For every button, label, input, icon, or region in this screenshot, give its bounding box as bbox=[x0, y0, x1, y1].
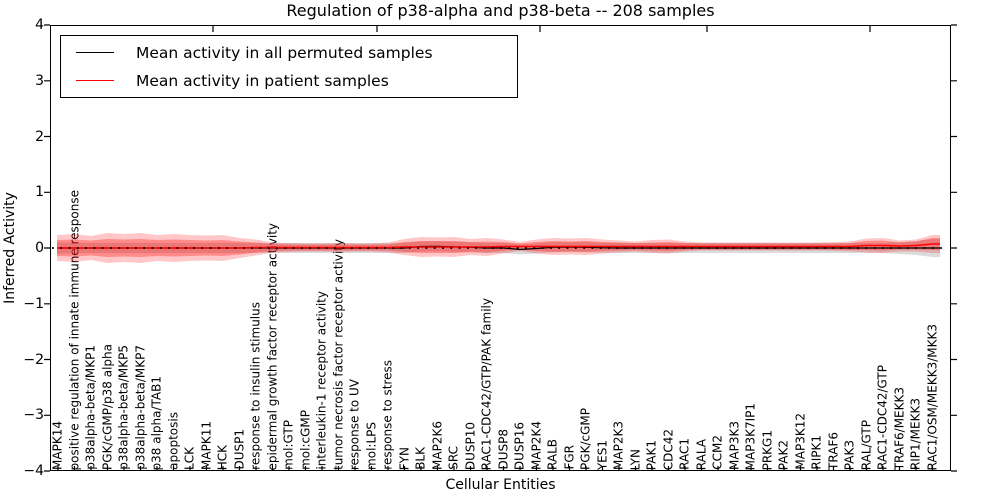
y-tick-label: 2 bbox=[35, 128, 44, 145]
plot-area bbox=[50, 25, 951, 471]
y-tick-label: 1 bbox=[35, 184, 44, 201]
y-tick-label: −1 bbox=[23, 295, 44, 312]
y-tick-label: 4 bbox=[35, 17, 44, 33]
y-tick-label: −4 bbox=[23, 463, 44, 479]
legend-label: Mean activity in all permuted samples bbox=[136, 43, 433, 62]
legend-item-permuted: Mean activity in all permuted samples bbox=[61, 42, 517, 64]
y-tick-label: −2 bbox=[23, 351, 44, 368]
legend-line-black bbox=[76, 52, 114, 53]
y-tick-label: −3 bbox=[23, 407, 44, 424]
y-tick-label: 0 bbox=[35, 240, 44, 256]
y-tick-label: 3 bbox=[35, 72, 44, 89]
legend-item-patient: Mean activity in patient samples bbox=[61, 70, 517, 92]
legend: Mean activity in all permuted samples Me… bbox=[60, 35, 518, 98]
legend-line-red bbox=[76, 80, 114, 81]
plot-title: Regulation of p38-alpha and p38-beta -- … bbox=[286, 1, 715, 20]
x-axis-label: Cellular Entities bbox=[445, 477, 556, 493]
legend-label: Mean activity in patient samples bbox=[136, 71, 389, 90]
